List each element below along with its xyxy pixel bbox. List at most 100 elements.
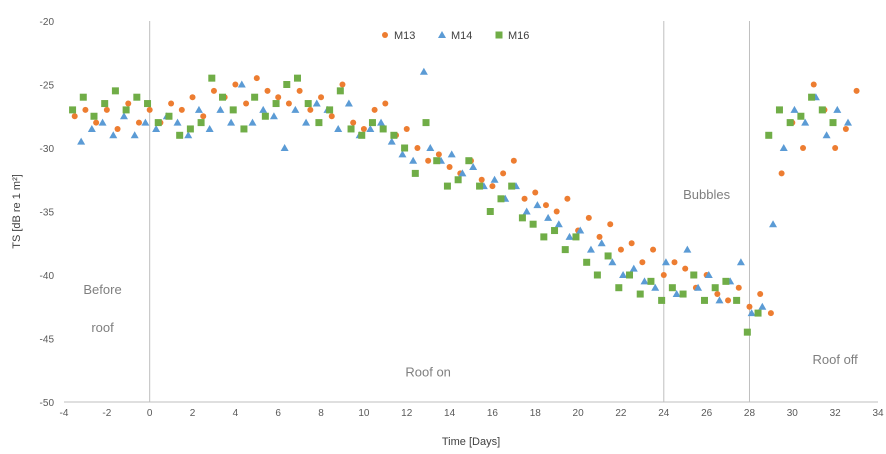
data-point-m16 [154,119,162,127]
x-tick-label: 18 [530,408,542,419]
data-point-m13 [425,157,432,164]
data-point-m14 [554,220,563,228]
data-point-m13 [71,113,78,120]
annotation-label: Roof on [405,365,451,380]
legend-label-m16: M16 [508,30,529,42]
data-point-m14 [248,118,257,126]
data-point-m14 [522,207,531,215]
data-point-m14 [640,277,649,285]
data-point-m13 [275,94,282,101]
data-point-m14 [87,124,96,132]
x-tick-label: 6 [275,408,281,419]
data-point-m13 [243,100,250,107]
data-point-m13 [660,272,667,278]
data-point-m16 [165,112,173,120]
data-point-m16 [658,296,666,304]
data-point-m14 [409,156,418,164]
x-tick-label: 4 [233,408,239,419]
data-point-m16 [240,125,248,133]
data-point-m13 [639,259,646,266]
data-point-m13 [767,310,774,317]
data-point-m16 [529,220,537,228]
data-point-m16 [208,74,216,82]
data-point-m16 [144,100,152,108]
data-point-m13 [114,125,121,132]
data-point-m16 [315,119,323,127]
data-point-m13 [103,106,110,113]
data-point-m13 [617,246,624,253]
x-tick-label: 0 [147,408,153,419]
legend-marker-m16 [495,31,503,39]
data-point-m16 [79,93,87,101]
annotation-label: roof [91,320,114,335]
data-point-m16 [433,157,441,165]
data-point-m16 [593,271,601,279]
data-point-m16 [636,290,644,298]
data-point-m14 [758,302,767,310]
data-point-m16 [808,93,816,101]
data-point-m14 [747,309,756,317]
data-point-m13 [585,214,592,221]
y-tick-label: -20 [40,17,55,28]
data-point-m16 [111,87,119,95]
data-point-m16 [347,125,355,133]
x-tick-label: 20 [573,408,585,419]
data-point-m14 [683,245,692,253]
data-point-m16 [668,284,676,292]
annotation-label: Bubbles [683,187,730,202]
data-point-m13 [542,202,549,209]
data-point-m13 [168,100,175,107]
data-point-m13 [339,81,346,88]
data-point-m16 [797,112,805,120]
data-point-m13 [296,87,303,94]
data-point-m16 [700,296,708,304]
data-point-m13 [564,195,571,202]
data-point-m13 [810,81,817,88]
data-point-m14 [194,105,203,113]
data-point-m13 [500,170,507,177]
y-tick-label: -35 [40,208,55,219]
data-point-m13 [82,106,89,113]
data-point-m14 [801,118,810,126]
data-point-m13 [532,189,539,196]
data-point-m16 [272,100,280,108]
annotation-label: Roof off [813,352,859,367]
data-point-m14 [419,67,428,75]
x-tick-label: -2 [102,408,111,419]
data-point-m16 [422,119,430,127]
data-point-m16 [90,112,98,120]
data-point-m14 [334,124,343,132]
data-point-m13 [778,170,785,177]
data-point-m14 [312,99,321,107]
data-point-m13 [714,291,721,298]
data-point-m13 [125,100,132,107]
data-point-m16 [219,93,227,101]
data-point-m13 [135,119,142,126]
x-tick-label: 16 [487,408,499,419]
data-point-m14 [205,124,214,132]
data-point-m14 [216,105,225,113]
data-point-m16 [283,81,291,88]
data-point-m16 [497,195,505,203]
data-point-m14 [790,105,799,113]
data-point-m16 [743,328,751,336]
data-point-m16 [229,106,237,114]
data-point-m14 [458,169,467,177]
annotation-label: Before [83,282,121,297]
data-point-m14 [302,118,311,126]
data-point-m13 [93,119,100,126]
x-axis-title: Time [Days] [442,436,500,448]
data-point-m13 [318,94,325,101]
data-point-m14 [565,232,574,240]
y-tick-label: -45 [40,335,55,346]
x-tick-label: 30 [787,408,799,419]
data-point-m13 [725,297,732,304]
data-point-m13 [510,157,517,164]
data-point-m16 [251,93,259,101]
series-m13 [71,75,860,317]
data-point-m16 [443,182,451,190]
x-tick-label: 22 [615,408,627,419]
data-point-m16 [722,277,730,285]
data-point-m13 [328,113,335,120]
